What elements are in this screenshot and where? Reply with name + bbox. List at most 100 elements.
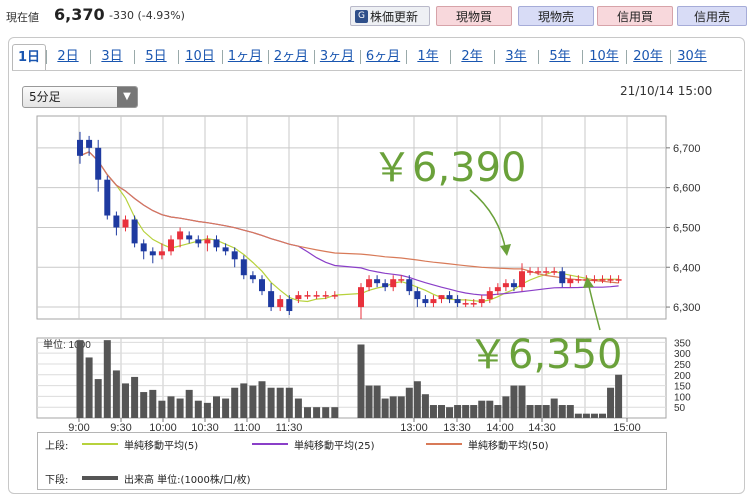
refresh-icon: G xyxy=(355,10,368,23)
tab-separator xyxy=(46,50,47,64)
tab-16[interactable]: 30年 xyxy=(677,49,707,64)
legend-ma25: 単純移動平均(25) xyxy=(294,441,375,452)
volume-bar xyxy=(304,407,311,418)
volume-bar xyxy=(470,405,478,418)
volume-bar xyxy=(276,387,284,418)
candle-body xyxy=(195,239,202,244)
volume-bar xyxy=(294,398,302,418)
candle-body xyxy=(268,291,275,308)
candle-body xyxy=(527,271,534,273)
annotation-low-label: ￥6,350 xyxy=(468,332,623,378)
candle-body xyxy=(286,299,293,312)
tab-6[interactable]: 1ヶ月 xyxy=(227,49,263,64)
volume-tick-label: 50 xyxy=(674,403,686,414)
candle-body xyxy=(322,295,329,297)
candle-body xyxy=(213,239,220,248)
volume-bar xyxy=(381,398,389,418)
tab-2[interactable]: 2日 xyxy=(57,49,79,64)
volume-bar xyxy=(258,381,266,418)
tab-1[interactable]: 1日 xyxy=(12,44,46,70)
candle-body xyxy=(543,271,550,273)
volume-bar xyxy=(240,383,248,418)
volume-bar xyxy=(85,357,93,418)
volume-bar xyxy=(607,387,615,418)
candle-body xyxy=(113,215,120,228)
volume-bar xyxy=(429,405,437,418)
interval-select[interactable]: 5分足 ▼ xyxy=(22,86,138,108)
tab-separator xyxy=(134,50,135,64)
volume-bar xyxy=(599,413,606,418)
candle-body xyxy=(295,295,302,300)
volume-bar xyxy=(203,402,211,418)
volume-bar xyxy=(313,407,321,418)
time-tick-label: 15:00 xyxy=(613,422,641,434)
time-tick-label: 11:00 xyxy=(234,422,261,434)
tab-7[interactable]: 2ヶ月 xyxy=(273,49,309,64)
tab-14[interactable]: 10年 xyxy=(589,49,619,64)
candle-body xyxy=(177,231,184,240)
volume-bar xyxy=(566,405,574,418)
time-tick-label: 14:00 xyxy=(486,422,514,434)
tab-12[interactable]: 3年 xyxy=(505,49,527,64)
annotation-high-arrowhead xyxy=(500,244,511,256)
annotation-high-label: ￥6,390 xyxy=(372,145,527,191)
volume-bar xyxy=(486,400,494,418)
tab-8[interactable]: 3ヶ月 xyxy=(319,49,355,64)
refresh-price-button[interactable]: G 株価更新 xyxy=(350,6,430,26)
candle-body xyxy=(86,139,93,148)
volume-bar xyxy=(397,396,405,418)
volume-bar xyxy=(122,383,129,418)
margin-buy-button[interactable]: 信用買 xyxy=(597,6,673,26)
candle-body xyxy=(95,147,102,180)
volume-bar xyxy=(542,405,550,418)
refresh-price-label: 株価更新 xyxy=(370,10,419,24)
time-tick-label: 13:00 xyxy=(400,422,428,434)
tab-3[interactable]: 3日 xyxy=(101,49,123,64)
tab-separator xyxy=(538,50,539,64)
tab-separator xyxy=(178,50,179,64)
tab-4[interactable]: 5日 xyxy=(145,49,167,64)
tab-10[interactable]: 1年 xyxy=(417,49,439,64)
volume-bar xyxy=(502,396,510,418)
candle-body xyxy=(231,251,238,260)
volume-bar xyxy=(167,396,175,418)
margin-sell-button[interactable]: 信用売 xyxy=(677,6,747,26)
legend-ma50: 単純移動平均(50) xyxy=(468,441,549,452)
price-plot-area xyxy=(36,115,667,320)
candle-body xyxy=(510,283,517,288)
candle-body xyxy=(358,287,364,308)
tab-separator xyxy=(494,50,495,64)
volume-bar xyxy=(558,405,566,418)
volume-bar xyxy=(131,376,139,418)
volume-tick-label: 300 xyxy=(674,349,691,360)
candle-body xyxy=(77,139,83,156)
tab-separator xyxy=(222,50,223,64)
legend-lower-label: 下段: xyxy=(45,475,69,486)
candle-body xyxy=(575,279,582,281)
period-tabs: 1日 2日 3日 5日 10日 1ヶ月 2ヶ月 3ヶ月 6ヶ月 1年 2年 3年 5年 10年 20年 30年 xyxy=(12,44,742,70)
candle-body xyxy=(551,271,558,273)
candle-body xyxy=(277,299,284,308)
tab-15[interactable]: 20年 xyxy=(633,49,663,64)
current-price-label: 現在値 xyxy=(6,11,39,24)
candle-body xyxy=(398,279,405,281)
volume-bar xyxy=(222,398,230,418)
volume-bar xyxy=(534,405,542,418)
tab-5[interactable]: 10日 xyxy=(185,49,215,64)
tab-11[interactable]: 2年 xyxy=(461,49,483,64)
tab-9[interactable]: 6ヶ月 xyxy=(365,49,401,64)
candle-body xyxy=(599,279,606,281)
candle-body xyxy=(519,271,525,288)
volume-bar xyxy=(158,400,166,418)
time-tick-label: 14:30 xyxy=(528,422,556,434)
candle-body xyxy=(462,303,469,305)
price-tick-label: 6,300 xyxy=(673,302,701,314)
volume-unit-label: 単位: 1000 xyxy=(43,338,91,351)
volume-bar xyxy=(365,385,373,418)
cash-buy-button[interactable]: 現物買 xyxy=(436,6,512,26)
volume-bar xyxy=(494,405,502,418)
tab-13[interactable]: 5年 xyxy=(549,49,571,64)
volume-bar xyxy=(526,405,534,418)
cash-sell-button[interactable]: 現物売 xyxy=(518,6,594,26)
